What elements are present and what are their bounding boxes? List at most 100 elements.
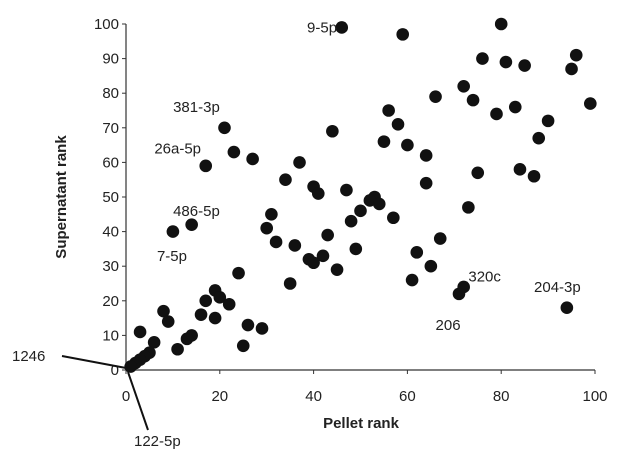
x-tick-label: 80 <box>493 388 510 405</box>
data-point <box>161 315 175 328</box>
data-point <box>541 114 555 128</box>
data-point <box>335 21 349 34</box>
data-point <box>410 246 424 259</box>
y-tick-label: 20 <box>102 293 119 310</box>
data-point <box>476 52 489 65</box>
data-point <box>518 59 531 72</box>
x-axis-title: Pellet rank <box>323 415 400 432</box>
callout-label-1246: 1246 <box>12 348 45 365</box>
y-tick-label: 60 <box>102 154 119 171</box>
data-point <box>147 336 161 349</box>
data-point <box>157 304 170 318</box>
data-point <box>494 17 508 31</box>
data-point <box>419 149 433 162</box>
data-point <box>513 163 527 176</box>
data-point <box>372 197 386 211</box>
data-point <box>508 100 522 114</box>
data-point <box>424 259 438 273</box>
data-point <box>584 97 597 110</box>
point-label: 206 <box>436 317 461 334</box>
data-point <box>349 242 363 256</box>
point-label: 320c <box>468 269 501 286</box>
data-point <box>527 169 541 183</box>
point-annotations: 9-5p 381-3p 26a-5p 486-5p 7-5p 320c 204-3p 206 <box>154 19 580 334</box>
data-point <box>560 301 574 315</box>
callout-line-1246 <box>61 355 127 369</box>
x-tick-label: 60 <box>399 388 416 405</box>
data-point <box>354 204 367 218</box>
data-point <box>377 135 391 148</box>
y-tick-labels: 0 10 20 30 40 50 60 70 80 90 100 <box>94 16 126 379</box>
data-point <box>330 263 344 276</box>
callout-line-122-5p <box>127 371 149 431</box>
data-point <box>269 235 283 249</box>
data-point <box>396 28 410 41</box>
y-tick-label: 50 <box>102 189 119 206</box>
data-point <box>213 291 227 304</box>
data-point <box>208 311 222 325</box>
y-tick-label: 10 <box>102 327 119 344</box>
y-tick-label: 0 <box>111 362 119 379</box>
data-point <box>457 79 470 93</box>
point-label: 7-5p <box>157 248 187 265</box>
data-point <box>283 277 297 290</box>
y-tick-label: 40 <box>102 224 119 241</box>
y-tick-label: 30 <box>102 258 119 275</box>
data-point <box>199 159 213 173</box>
data-point <box>180 332 194 346</box>
data-point <box>382 104 395 117</box>
x-tick-label: 40 <box>305 388 322 405</box>
callout-annotations: 1246 122-5p <box>12 348 181 450</box>
data-point <box>452 287 466 301</box>
data-point <box>311 187 325 200</box>
data-point <box>246 152 259 166</box>
data-point <box>307 256 320 270</box>
data-point <box>199 294 213 308</box>
callout-label-122-5p: 122-5p <box>134 433 181 450</box>
data-point <box>569 48 583 62</box>
y-axis-title: Supernatant rank <box>53 135 70 259</box>
data-point <box>227 145 241 159</box>
data-point <box>218 121 231 135</box>
point-label: 9-5p <box>307 19 337 36</box>
y-tick-label: 100 <box>94 16 119 33</box>
data-point <box>185 218 198 231</box>
data-point <box>344 214 358 228</box>
data-point <box>326 124 339 138</box>
point-label: 486-5p <box>173 203 220 220</box>
x-tick-label: 100 <box>582 388 607 405</box>
data-point <box>405 273 419 287</box>
point-label: 381-3p <box>173 99 220 116</box>
data-point <box>499 55 513 69</box>
point-label: 26a-5p <box>154 141 201 158</box>
data-point <box>565 62 578 76</box>
data-point <box>391 118 405 131</box>
data-point <box>401 138 414 152</box>
data-point <box>265 208 278 221</box>
data-point <box>316 249 330 263</box>
data-point <box>279 173 292 186</box>
x-tick-labels: 0 20 40 60 80 100 <box>122 370 608 405</box>
data-point <box>171 342 184 356</box>
data-point <box>241 318 255 332</box>
data-point <box>293 156 306 169</box>
data-point <box>340 183 353 197</box>
data-point <box>288 239 302 252</box>
data-point <box>387 211 400 225</box>
data-points <box>124 17 597 373</box>
y-tick-label: 80 <box>102 85 119 102</box>
data-point <box>166 225 180 238</box>
data-point <box>419 176 433 190</box>
data-point <box>133 325 147 339</box>
x-tick-label: 0 <box>122 388 130 405</box>
data-point <box>260 221 274 235</box>
data-point <box>462 201 475 214</box>
data-point <box>471 166 485 180</box>
data-point <box>532 131 546 145</box>
data-point <box>232 266 245 280</box>
data-point <box>124 360 137 373</box>
data-point <box>466 93 480 107</box>
data-point <box>236 339 250 353</box>
data-point <box>321 228 334 242</box>
